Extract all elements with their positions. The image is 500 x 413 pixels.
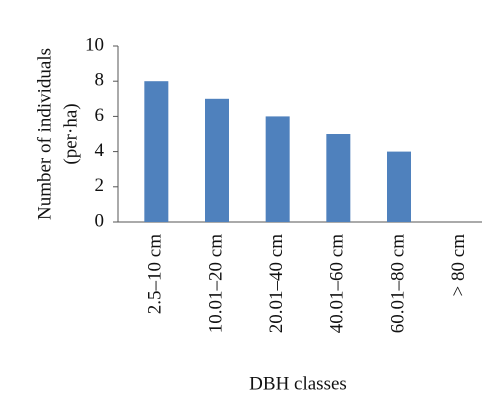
y-tick-label: 6 bbox=[95, 105, 105, 126]
y-axis-label: (per·ha) bbox=[60, 103, 81, 164]
y-tick-label: 2 bbox=[95, 175, 105, 196]
x-tick-label: 20.01–40 cm bbox=[266, 234, 287, 333]
y-tick-label: 8 bbox=[95, 70, 105, 91]
bar bbox=[265, 116, 290, 222]
bar bbox=[387, 151, 411, 222]
bar bbox=[205, 98, 229, 222]
y-tick-label: 10 bbox=[85, 34, 104, 55]
x-tick-label: > 80 cm bbox=[448, 234, 469, 297]
y-tick-label: 0 bbox=[95, 210, 105, 231]
y-tick-label: 4 bbox=[95, 140, 105, 161]
x-tick-label: 10.01–20 cm bbox=[205, 234, 226, 333]
y-axis-label: Number of individuals bbox=[34, 48, 55, 220]
x-tick-label: 2.5–10 cm bbox=[145, 234, 166, 314]
bar bbox=[144, 81, 169, 222]
x-tick-label: 60.01–80 cm bbox=[387, 234, 408, 333]
x-axis-label: DBH classes bbox=[249, 373, 347, 394]
x-tick-label: 40.01–60 cm bbox=[327, 234, 348, 333]
bar bbox=[326, 134, 351, 222]
